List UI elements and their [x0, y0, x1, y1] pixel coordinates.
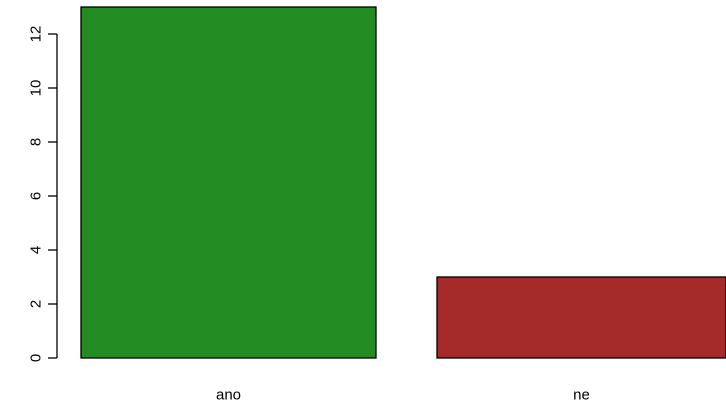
- y-tick-label-10: 10: [28, 80, 45, 97]
- y-tick-label-6: 6: [28, 192, 45, 200]
- y-axis: 0 2 4 6 8 10 12: [28, 26, 58, 363]
- category-label-ano: ano: [216, 387, 241, 404]
- bar-ano: [81, 7, 376, 358]
- category-labels: ano ne: [216, 387, 590, 404]
- y-tick-label-4: 4: [28, 246, 45, 254]
- bars-group: [81, 7, 726, 358]
- y-tick-label-0: 0: [28, 354, 45, 362]
- y-tick-label-12: 12: [28, 26, 45, 43]
- y-tick-label-2: 2: [28, 300, 45, 308]
- category-label-ne: ne: [573, 387, 590, 404]
- y-tick-label-8: 8: [28, 138, 45, 146]
- bar-ne: [437, 277, 726, 358]
